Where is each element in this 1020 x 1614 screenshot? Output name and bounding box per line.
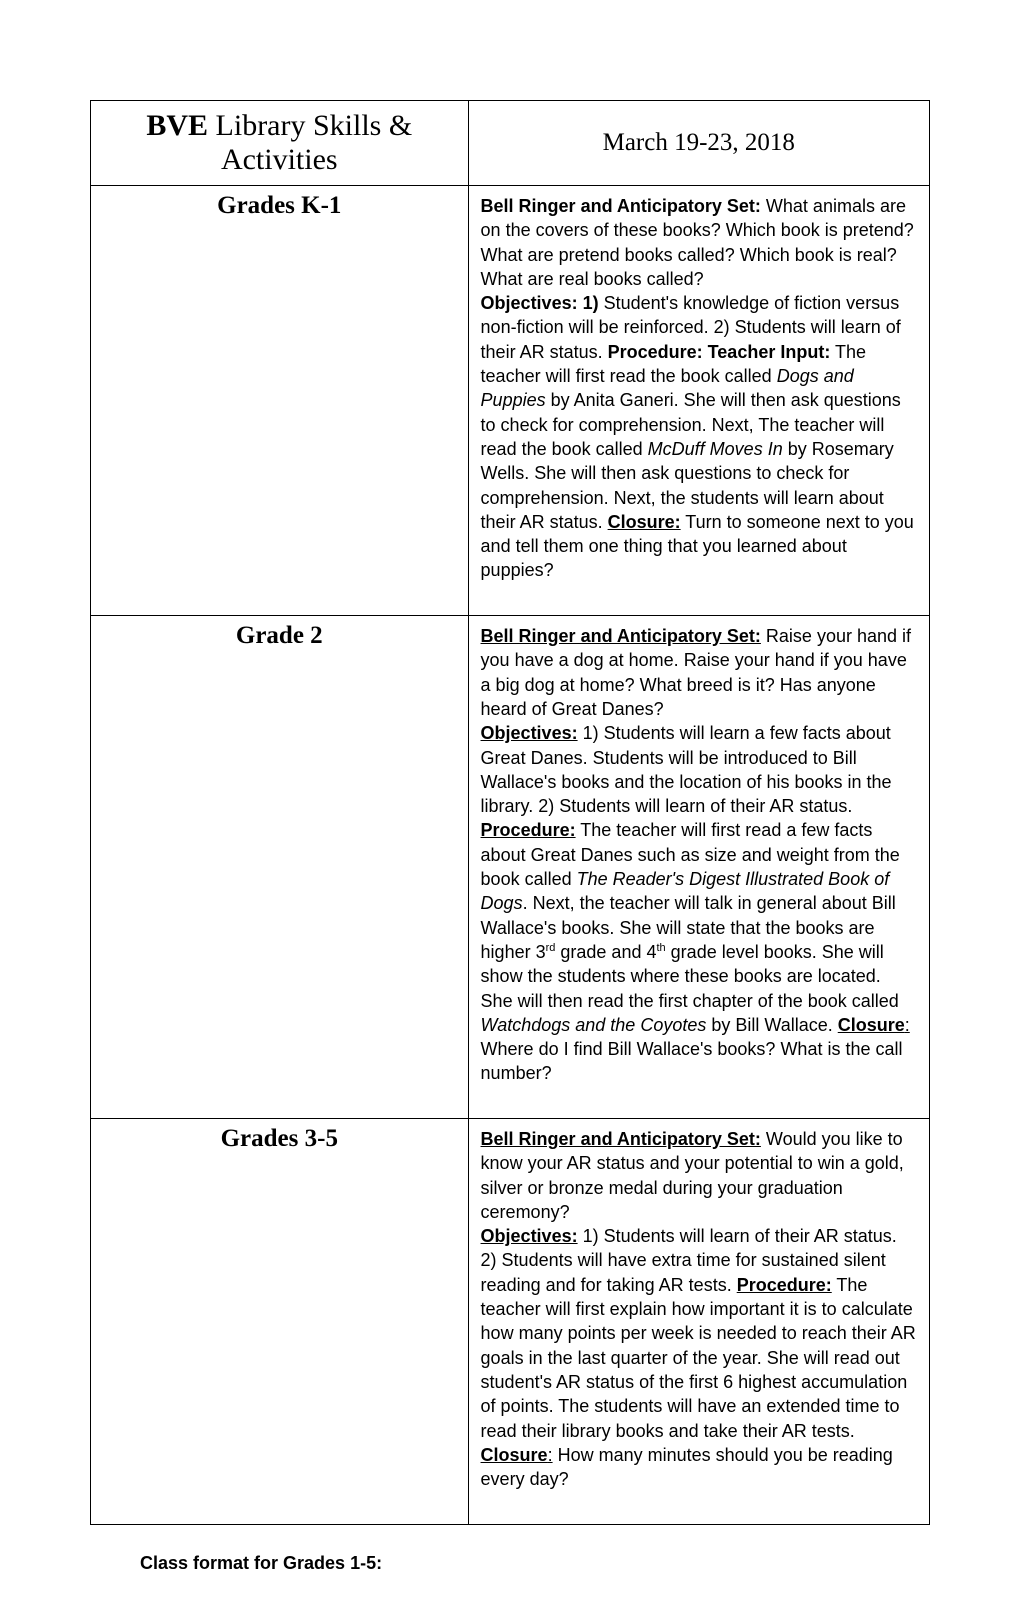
procedure-label: Procedure:	[481, 820, 576, 840]
program-title-cell: BVE Library Skills & Activities	[91, 101, 469, 186]
grade-label: Grades K-1	[217, 192, 341, 219]
program-title-bold: BVE	[146, 109, 208, 142]
bell-ringer-label: Bell Ringer and Anticipatory Set:	[481, 196, 761, 216]
table-row: Grade 2 Bell Ringer and Anticipatory Set…	[91, 616, 930, 1119]
lesson-plan-table: BVE Library Skills & Activities March 19…	[90, 100, 930, 1525]
footer-note: Class format for Grades 1-5:	[140, 1553, 930, 1574]
content-cell: Bell Ringer and Anticipatory Set: Would …	[468, 1118, 929, 1524]
book-title: Watchdogs and the Coyotes	[481, 1015, 707, 1035]
content-cell: Bell Ringer and Anticipatory Set: Raise …	[468, 616, 929, 1119]
document-page: BVE Library Skills & Activities March 19…	[0, 0, 1020, 1614]
table-row: Grades K-1 Bell Ringer and Anticipatory …	[91, 186, 930, 616]
closure-text: Where do I find Bill Wallace's books? Wh…	[481, 1039, 903, 1083]
superscript: th	[656, 942, 665, 954]
closure-label: Closure	[481, 1445, 548, 1465]
program-title-rest: Library Skills & Activities	[208, 109, 412, 176]
date-range-cell: March 19-23, 2018	[468, 101, 929, 186]
grade-label-cell: Grades 3-5	[91, 1118, 469, 1524]
objectives-label: Objectives:	[481, 1226, 578, 1246]
book-title: McDuff Moves In	[648, 439, 783, 459]
closure-label: Closure:	[608, 512, 681, 532]
procedure-label: Procedure: Teacher Input:	[608, 342, 831, 362]
header-row: BVE Library Skills & Activities March 19…	[91, 101, 930, 186]
grade-label-cell: Grades K-1	[91, 186, 469, 616]
bell-ringer-label: Bell Ringer and Anticipatory Set:	[481, 1129, 761, 1149]
superscript: rd	[546, 942, 556, 954]
grade-label: Grade 2	[236, 622, 323, 649]
footer-note-text: Class format for Grades 1-5:	[140, 1553, 382, 1573]
procedure-text: The teacher will first explain how impor…	[481, 1275, 916, 1441]
content-cell: Bell Ringer and Anticipatory Set: What a…	[468, 186, 929, 616]
procedure-mid2: grade and 4	[555, 942, 656, 962]
procedure-label: Procedure:	[737, 1275, 832, 1295]
procedure-mid4: by Bill Wallace.	[706, 1015, 837, 1035]
objectives-label: Objectives: 1)	[481, 293, 599, 313]
closure-label: Closure	[838, 1015, 905, 1035]
date-range-text: March 19-23, 2018	[603, 129, 795, 156]
objectives-label: Objectives:	[481, 723, 578, 743]
bell-ringer-label: Bell Ringer and Anticipatory Set:	[481, 626, 761, 646]
table-row: Grades 3-5 Bell Ringer and Anticipatory …	[91, 1118, 930, 1524]
grade-label-cell: Grade 2	[91, 616, 469, 1119]
closure-colon: :	[905, 1015, 910, 1035]
grade-label: Grades 3-5	[221, 1125, 338, 1152]
